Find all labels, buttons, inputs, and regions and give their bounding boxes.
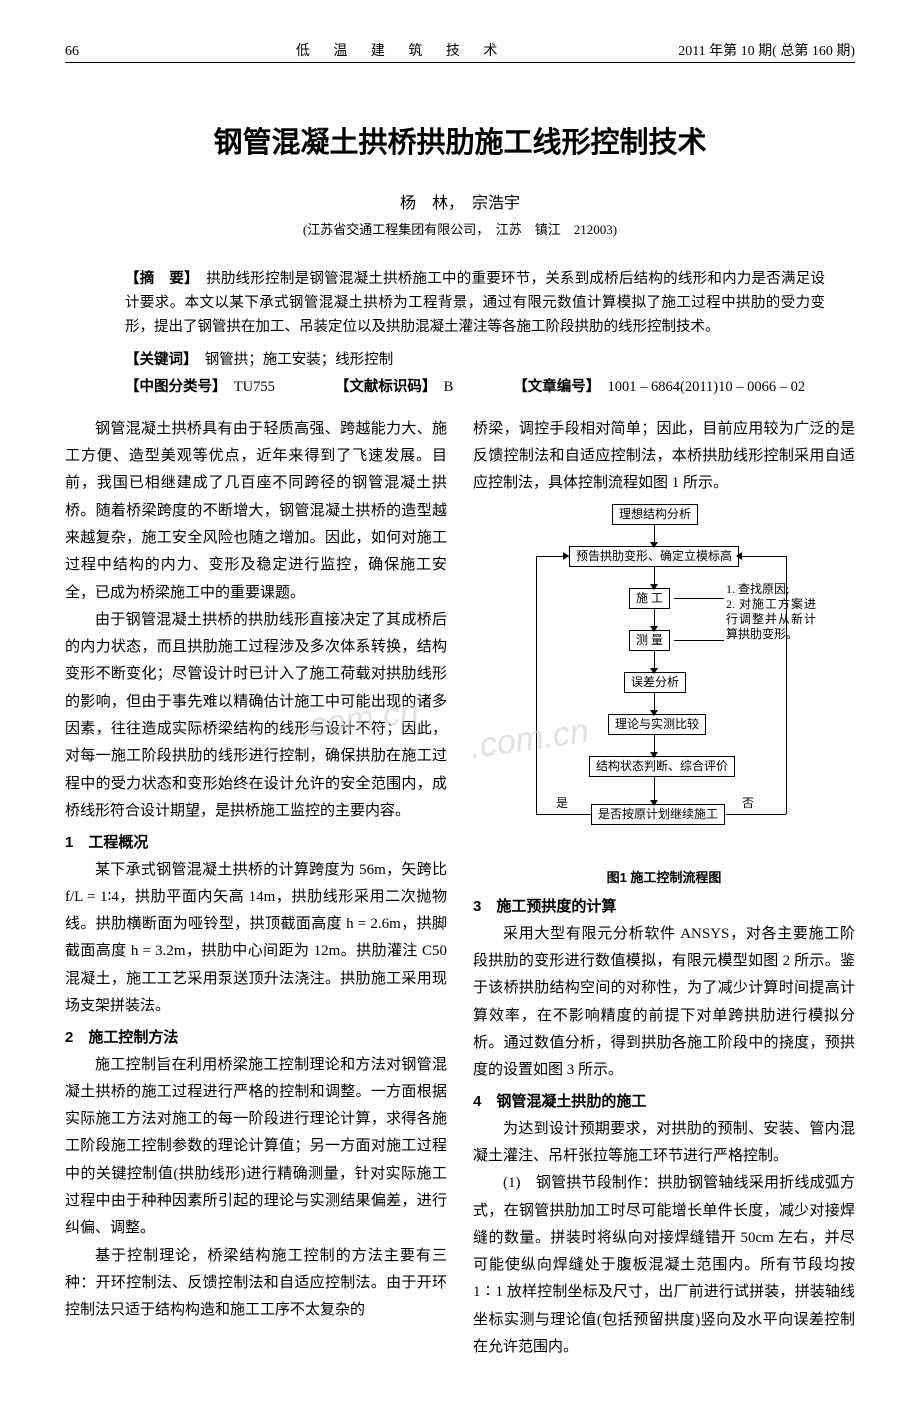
artno-label: 【文章编号】: [513, 379, 593, 395]
clc: 【中图分类号】 TU755: [125, 375, 275, 396]
classification-row: 【中图分类号】 TU755 【文献标识码】 B 【文章编号】 1001 – 68…: [125, 375, 825, 396]
flow-no-label: 否: [742, 796, 754, 811]
doc-label: 【文献标识码】: [335, 379, 429, 395]
flow-node-judge: 结构状态判断、综合评价: [589, 756, 735, 778]
figure-1-flowchart: 理想结构分析 预告拱肋变形、确定立模标高 施 工 测 量 误差分析 理论与实测比…: [514, 504, 814, 864]
arrow-down-icon: [650, 752, 658, 758]
flow-node-construct: 施 工: [629, 588, 670, 610]
flow-line: [536, 814, 591, 815]
affiliation: (江苏省交通工程集团有限公司， 江苏 镇江 212003): [65, 219, 855, 238]
flow-node-ideal: 理想结构分析: [612, 504, 698, 526]
para-control-1: 施工控制旨在利用桥梁施工控制理论和方法对钢管混凝土拱桥的施工过程进行严格的控制和…: [65, 1052, 447, 1243]
flow-line: [674, 598, 724, 599]
keywords-label: 【关键词】: [125, 352, 190, 368]
section-4-heading: 4 钢管混凝土拱肋的施工: [473, 1088, 855, 1115]
flow-node-predict: 预告拱肋变形、确定立模标高: [569, 546, 739, 568]
para-precamber: 采用大型有限元分析软件 ANSYS，对各主要施工阶段拱肋的变形进行数值模拟，有限…: [473, 921, 855, 1085]
flow-line: [739, 556, 786, 557]
arrow-down-icon: [650, 710, 658, 716]
clc-value: TU755: [234, 379, 275, 395]
authors: 杨 林， 宗浩宇: [65, 189, 855, 213]
arrow-right-icon: [563, 552, 569, 560]
figure-1-caption: 图1 施工控制流程图: [473, 866, 855, 890]
doc-code: 【文献标识码】 B: [335, 375, 453, 396]
arrow-left-icon: [736, 552, 742, 560]
article-number: 【文章编号】 1001 – 6864(2011)10 – 0066 – 02: [513, 375, 805, 396]
para-proj-overview: 某下承式钢管混凝土拱桥的计算跨度为 56m，矢跨比 f/L = 1∶4，拱肋平面…: [65, 857, 447, 1021]
artno-value: 1001 – 6864(2011)10 – 0066 – 02: [608, 379, 806, 395]
abstract: 【摘 要】 拱肋线形控制是钢管混凝土拱桥施工中的重要环节，关系到成桥后结构的线形…: [125, 268, 825, 340]
para-control-cont: 桥梁，调控手段相对简单；因此，目前应用较为广泛的是反馈控制法和自适应控制法，本桥…: [473, 416, 855, 498]
section-3-heading: 3 施工预拱度的计算: [473, 893, 855, 920]
right-column: 桥梁，调控手段相对简单；因此，目前应用较为广泛的是反馈控制法和自适应控制法，本桥…: [473, 416, 855, 1362]
left-column: 钢管混凝土拱桥具有由于轻质高强、跨越能力大、施工方便、造型美观等优点，近年来得到…: [65, 416, 447, 1362]
para-control-2: 基于控制理论，桥梁结构施工控制的方法主要有三种：开环控制法、反馈控制法和自适应控…: [65, 1243, 447, 1325]
keywords-text: 钢管拱；施工安装；线形控制: [190, 352, 393, 368]
flow-side-note: 1. 查找原因; 2. 对施工方案进行调整并从新计算拱肋变形。: [726, 582, 816, 642]
page: 66 低 温 建 筑 技 术 2011 年第 10 期( 总第 160 期) 钢…: [0, 0, 920, 1401]
para-intro-2: 由于钢管混凝土拱桥的拱肋线形直接决定了其成桥后的内力状态，而且拱肋施工过程涉及多…: [65, 607, 447, 825]
section-2-heading: 2 施工控制方法: [65, 1024, 447, 1051]
arrow-down-icon: [650, 800, 658, 806]
arrow-down-icon: [650, 668, 658, 674]
flow-side-2: 2. 对施工方案进行调整并从新计算拱肋变形。: [726, 597, 816, 641]
para-intro-1: 钢管混凝土拱桥具有由于轻质高强、跨越能力大、施工方便、造型美观等优点，近年来得到…: [65, 416, 447, 607]
abstract-label: 【摘 要】: [125, 271, 191, 287]
flow-node-continue: 是否按原计划继续施工: [591, 804, 725, 826]
arrow-down-icon: [650, 584, 658, 590]
flow-node-measure: 测 量: [629, 630, 670, 652]
para-rib-2: (1) 钢管拱节段制作：拱肋钢管轴线采用折线成弧方式，在钢管拱肋加工时尽可能增长…: [473, 1170, 855, 1361]
flow-yes-label: 是: [556, 796, 568, 811]
section-1-heading: 1 工程概况: [65, 829, 447, 856]
flow-node-error: 误差分析: [624, 672, 686, 694]
clc-label: 【中图分类号】: [125, 379, 219, 395]
keywords: 【关键词】 钢管拱；施工安装；线形控制: [125, 348, 825, 369]
para-rib-1: 为达到设计预期要求，对拱肋的预制、安装、管内混凝土灌注、吊杆张拉等施工环节进行严…: [473, 1116, 855, 1171]
abstract-text: 拱肋线形控制是钢管混凝土拱桥施工中的重要环节，关系到成桥后结构的线形和内力是否满…: [125, 271, 825, 335]
body-columns: 钢管混凝土拱桥具有由于轻质高强、跨越能力大、施工方便、造型美观等优点，近年来得到…: [65, 416, 855, 1362]
issue-info: 2011 年第 10 期( 总第 160 期): [678, 40, 855, 60]
arrow-down-icon: [650, 542, 658, 548]
flow-node-compare: 理论与实测比较: [608, 714, 706, 736]
arrow-down-icon: [650, 626, 658, 632]
journal-name: 低 温 建 筑 技 术: [296, 40, 508, 60]
flow-line: [536, 556, 537, 814]
flow-line: [674, 640, 724, 641]
article-title: 钢管混凝土拱桥拱肋施工线形控制技术: [65, 119, 855, 161]
running-head: 66 低 温 建 筑 技 术 2011 年第 10 期( 总第 160 期): [65, 40, 855, 63]
page-number: 66: [65, 44, 125, 60]
flow-side-1: 1. 查找原因;: [726, 582, 789, 596]
doc-value: B: [444, 379, 454, 395]
flow-line: [726, 814, 786, 815]
